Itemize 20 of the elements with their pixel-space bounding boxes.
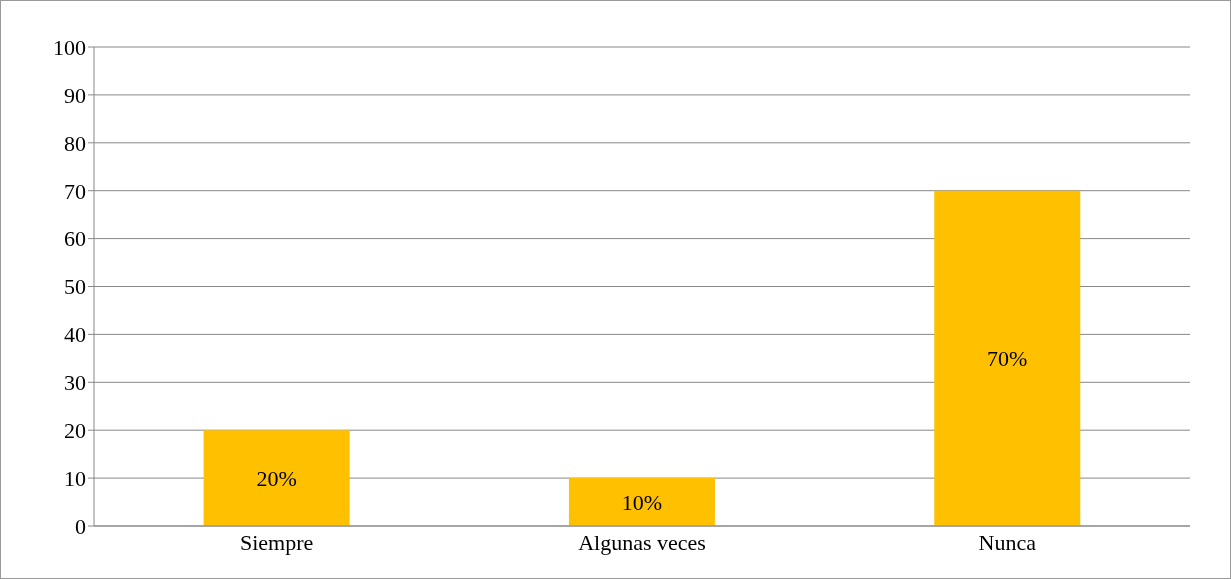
y-tick-label: 100 [53, 34, 86, 60]
y-tick-label: 10 [64, 465, 86, 491]
y-tick-label: 20 [64, 418, 86, 444]
y-tick-label: 30 [64, 370, 86, 396]
x-tick-label: Algunas veces [578, 529, 706, 555]
y-tick-label: 40 [64, 322, 86, 348]
x-tick-label: Siempre [240, 529, 314, 555]
y-tick-label: 60 [64, 226, 86, 252]
bar [568, 478, 715, 526]
data-label: 10% [621, 489, 663, 515]
x-tick-label: Nunca [978, 529, 1037, 555]
y-tick-label: 50 [64, 274, 86, 300]
bar [203, 430, 350, 526]
data-label: 20% [256, 465, 297, 491]
y-tick-label: 90 [64, 82, 86, 108]
y-tick-label: 70 [64, 178, 86, 204]
y-tick-label: 0 [75, 513, 86, 539]
y-tick-label: 80 [64, 130, 86, 156]
bar [934, 190, 1081, 526]
data-label: 70% [987, 345, 1028, 371]
